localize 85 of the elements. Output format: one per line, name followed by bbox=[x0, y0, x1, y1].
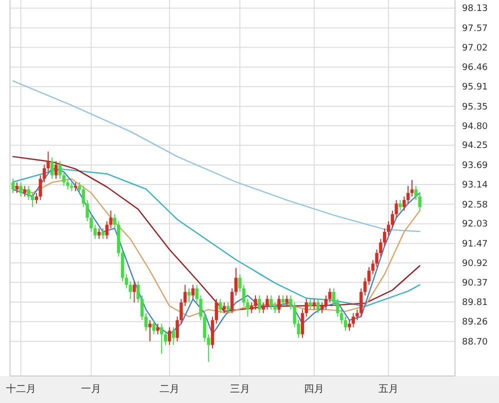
y-tick-label: 95.91 bbox=[462, 82, 488, 93]
candlestick bbox=[254, 294, 258, 310]
candlestick bbox=[308, 298, 312, 310]
candlestick bbox=[172, 326, 175, 346]
candlestick bbox=[230, 288, 234, 314]
candlestick bbox=[156, 323, 160, 335]
candlestick bbox=[15, 182, 19, 194]
candlestick bbox=[160, 323, 164, 354]
candlestick bbox=[324, 294, 328, 310]
candlestick bbox=[281, 294, 284, 307]
candlestick bbox=[54, 160, 58, 180]
candlestick bbox=[218, 298, 222, 314]
y-tick-label: 96.46 bbox=[462, 63, 488, 74]
candlestick bbox=[320, 302, 324, 314]
y-tick-label: 92.03 bbox=[462, 220, 488, 230]
candlestick bbox=[27, 185, 30, 201]
y-tick-label: 93.69 bbox=[462, 161, 488, 172]
candlestick bbox=[78, 182, 82, 194]
candlestick bbox=[97, 228, 101, 240]
candlestick bbox=[293, 302, 296, 328]
candlestick bbox=[168, 326, 172, 346]
y-tick-label: 90.92 bbox=[462, 258, 488, 269]
candlestick bbox=[258, 294, 262, 314]
candlestick bbox=[360, 288, 363, 318]
y-tick-label: 90.37 bbox=[462, 278, 488, 288]
candlestick bbox=[132, 280, 136, 303]
candlestick bbox=[234, 267, 238, 296]
candlestick bbox=[348, 320, 351, 332]
candlestick bbox=[19, 182, 22, 197]
candlestick bbox=[363, 277, 367, 296]
candlestick bbox=[266, 294, 269, 310]
candlestick bbox=[11, 178, 15, 194]
y-tick-label: 89.26 bbox=[462, 318, 488, 328]
candlestick bbox=[344, 316, 348, 332]
candlestick bbox=[300, 309, 304, 338]
candlestick bbox=[352, 312, 355, 328]
candlestick bbox=[222, 302, 226, 314]
candlestick bbox=[34, 192, 38, 204]
candlestick bbox=[316, 298, 320, 314]
y-tick-label: 94.80 bbox=[462, 122, 488, 132]
y-tick-label: 95.35 bbox=[462, 102, 488, 112]
y-tick-label: 97.57 bbox=[462, 24, 488, 34]
y-tick-label: 89.81 bbox=[462, 298, 488, 308]
x-tick-label: 四月 bbox=[304, 384, 324, 395]
candlestick bbox=[410, 179, 414, 197]
x-tick-label: 一月 bbox=[81, 384, 102, 395]
y-tick-label: 98.13 bbox=[462, 4, 488, 14]
candlestick bbox=[304, 298, 308, 318]
candlestick bbox=[23, 185, 26, 197]
y-tick-label: 94.25 bbox=[462, 141, 488, 152]
candlestick bbox=[148, 320, 152, 342]
candlestick bbox=[296, 320, 300, 338]
candlestick bbox=[144, 312, 148, 332]
y-tick-label: 92.58 bbox=[462, 200, 488, 210]
candlestick bbox=[214, 298, 218, 324]
candlestick bbox=[250, 302, 254, 314]
candlestick bbox=[406, 185, 410, 204]
y-tick-label: 97.02 bbox=[462, 43, 488, 54]
candlestick bbox=[285, 294, 288, 307]
candlestick bbox=[367, 266, 371, 286]
candlestick bbox=[101, 228, 105, 240]
candlestick bbox=[152, 320, 156, 335]
x-tick-label: 五月 bbox=[378, 384, 399, 395]
candlestick bbox=[270, 294, 273, 310]
candlestick bbox=[398, 200, 402, 212]
candlestick bbox=[277, 294, 281, 314]
candlestick bbox=[386, 220, 390, 236]
x-tick-label: 二月 bbox=[159, 384, 180, 395]
candlestick bbox=[58, 160, 62, 180]
candlestick bbox=[164, 330, 168, 346]
y-tick-label: 88.70 bbox=[462, 337, 488, 348]
candlestick bbox=[312, 298, 316, 310]
candlestick bbox=[50, 157, 54, 180]
y-tick-label: 93.14 bbox=[462, 180, 488, 190]
candlestick bbox=[105, 220, 108, 240]
line-series bbox=[12, 80, 420, 232]
candlestick bbox=[187, 288, 191, 303]
candlestick bbox=[124, 274, 128, 289]
x-tick-label: 十二月 bbox=[6, 383, 36, 395]
x-tick-label: 三月 bbox=[230, 384, 250, 395]
y-tick-label: 91.47 bbox=[462, 239, 488, 250]
candlestick bbox=[226, 302, 230, 314]
candlestick bbox=[30, 192, 34, 208]
candlestick bbox=[273, 302, 277, 314]
candlestick bbox=[191, 284, 195, 300]
